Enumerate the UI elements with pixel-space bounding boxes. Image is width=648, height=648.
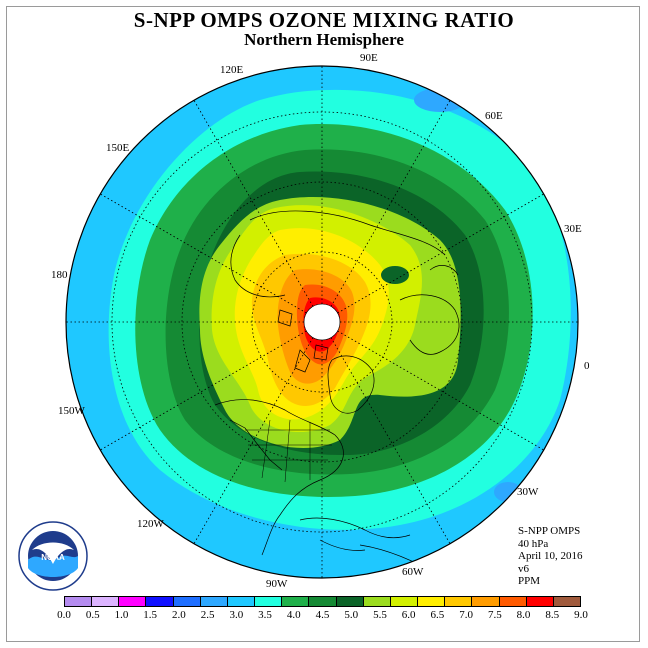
longitude-label-30e: 30E bbox=[564, 223, 582, 235]
colorbar-cell bbox=[255, 597, 283, 606]
colorbar-tick-label: 2.5 bbox=[200, 609, 215, 621]
pole-dotted-ring bbox=[303, 303, 341, 341]
longitude-label-30w: 30W bbox=[517, 486, 539, 498]
colorbar-tick-label: 1.5 bbox=[143, 609, 158, 621]
page-title: S-NPP OMPS OZONE MIXING RATIO bbox=[133, 8, 515, 32]
colorbar-cell bbox=[309, 597, 337, 606]
info-version: v6 bbox=[518, 562, 529, 575]
colorbar-tick-label: 6.0 bbox=[401, 609, 416, 621]
coastline-asia bbox=[230, 210, 446, 298]
colorbar-cell bbox=[282, 597, 310, 606]
colorbar-tick-label: 7.5 bbox=[487, 609, 502, 621]
longitude-label-120e: 120E bbox=[220, 64, 244, 76]
coastline-greenland bbox=[327, 355, 375, 414]
colorbar-tick-label: 1.0 bbox=[114, 609, 129, 621]
colorbar bbox=[64, 596, 581, 607]
colorbar-tick-label: 8.5 bbox=[545, 609, 560, 621]
longitude-label-150e: 150E bbox=[106, 142, 130, 154]
longitude-label-150w: 150W bbox=[58, 405, 85, 417]
coastline-europe bbox=[399, 265, 460, 355]
longitude-label-180: 180 bbox=[51, 269, 68, 281]
colorbar-cell bbox=[336, 597, 364, 606]
colorbar-tick-label: 0.5 bbox=[85, 609, 100, 621]
coastline-caribbean bbox=[299, 517, 411, 551]
colorbar-tick-label: 4.5 bbox=[315, 609, 330, 621]
page-frame bbox=[6, 6, 640, 642]
colorbar-cell bbox=[445, 597, 473, 606]
globe-outline bbox=[65, 65, 579, 579]
longitude-label-60w: 60W bbox=[402, 566, 424, 578]
colorbar-tick-label: 8.0 bbox=[516, 609, 531, 621]
longitude-label-120w: 120W bbox=[137, 518, 164, 530]
us-state-grid bbox=[245, 419, 332, 483]
colorbar-cell bbox=[418, 597, 446, 606]
colorbar-tick-label: 0.0 bbox=[57, 609, 71, 621]
coastline-arctic-islands bbox=[277, 309, 329, 373]
colorbar-cell bbox=[65, 597, 93, 606]
colorbar-tick-label: 2.0 bbox=[172, 609, 186, 621]
colorbar-cell bbox=[119, 597, 147, 606]
longitude-label-90e: 90E bbox=[360, 52, 378, 64]
colorbar-cell bbox=[146, 597, 174, 606]
colorbar-cell bbox=[499, 597, 527, 606]
colorbar-cell bbox=[363, 597, 391, 606]
colorbar-tick-label: 9.0 bbox=[574, 609, 588, 621]
longitude-label-60e: 60E bbox=[485, 110, 503, 122]
colorbar-cell bbox=[553, 597, 580, 606]
info-block: S-NPP OMPS 40 hPa April 10, 2016 v6 PPM bbox=[518, 525, 582, 588]
longitude-label-0: 0 bbox=[584, 360, 590, 372]
colorbar-tick-label: 5.5 bbox=[373, 609, 387, 621]
latitude-circle-50 bbox=[181, 181, 463, 463]
colorbar-cell bbox=[472, 597, 500, 606]
longitude-label-90w: 90W bbox=[266, 578, 288, 590]
noaa-logo-text: NOAA bbox=[41, 553, 65, 562]
colorbar-cell bbox=[526, 597, 554, 606]
info-pressure: 40 hPa bbox=[518, 537, 549, 550]
info-instrument: S-NPP OMPS bbox=[518, 525, 581, 537]
noaa-logo: NOAA bbox=[18, 521, 88, 591]
page-subtitle: Northern Hemisphere bbox=[244, 30, 404, 49]
colorbar-cell bbox=[173, 597, 201, 606]
colorbar-cell bbox=[227, 597, 256, 606]
colorbar-tick-label: 7.0 bbox=[459, 609, 473, 621]
colorbar-cell bbox=[390, 597, 419, 606]
colorbar-tick-label: 3.0 bbox=[229, 609, 244, 621]
colorbar-cell bbox=[200, 597, 228, 606]
info-unit: PPM bbox=[518, 575, 541, 587]
colorbar-tick-label: 3.5 bbox=[258, 609, 272, 621]
colorbar-cell bbox=[92, 597, 120, 606]
colorbar-tick-label: 5.0 bbox=[344, 609, 359, 621]
ozone-patch-5-0 bbox=[381, 266, 409, 284]
colorbar-tick-label: 6.5 bbox=[430, 609, 445, 621]
ozone-patch-2-5-top bbox=[414, 88, 466, 112]
colorbar-tick-label: 4.0 bbox=[286, 609, 301, 621]
info-date: April 10, 2016 bbox=[518, 550, 583, 562]
graticule bbox=[66, 66, 578, 578]
